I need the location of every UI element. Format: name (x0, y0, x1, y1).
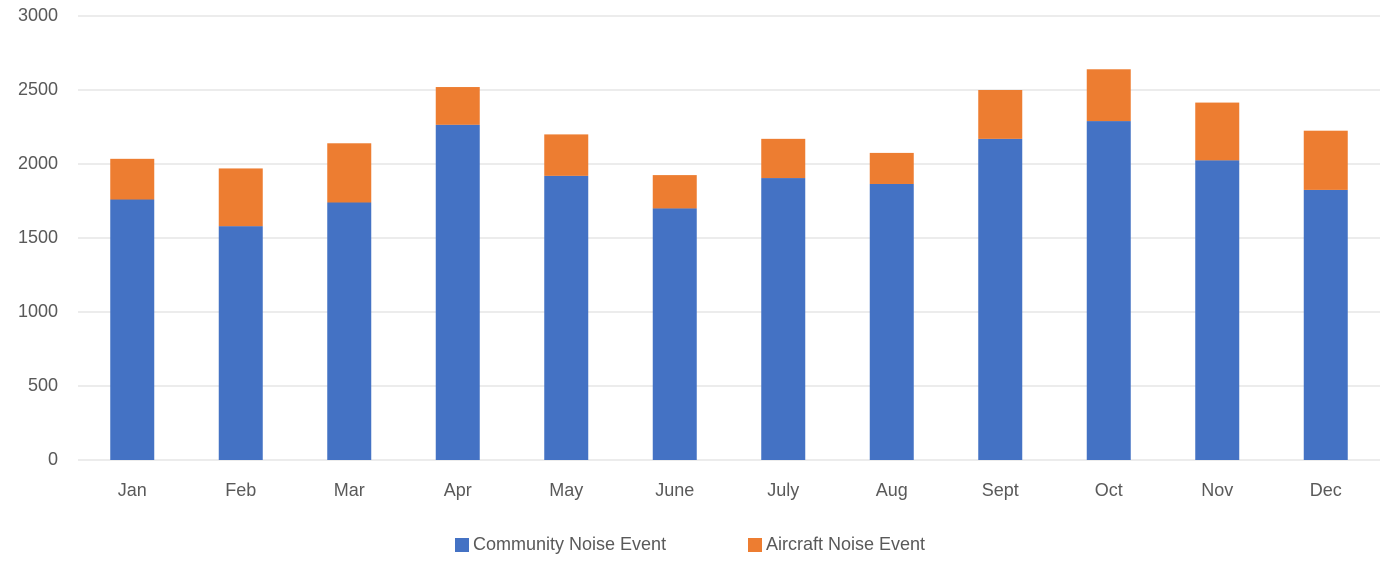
x-tick-label: Oct (1095, 480, 1123, 500)
bar-segment (1195, 160, 1240, 461)
y-tick-label: 0 (48, 449, 58, 469)
x-tick-label: Dec (1310, 480, 1342, 500)
legend-label: Aircraft Noise Event (766, 534, 925, 554)
bar-segment (1303, 189, 1348, 460)
y-tick-label: 3000 (18, 5, 58, 25)
bar-segment (435, 87, 480, 125)
bar-segment (1303, 130, 1348, 190)
bar-segment (978, 138, 1023, 460)
x-tick-label: Mar (334, 480, 365, 500)
x-tick-label: Sept (982, 480, 1019, 500)
bar-segment (652, 208, 697, 460)
bar-segment (218, 226, 263, 460)
x-tick-label: Jan (118, 480, 147, 500)
x-tick-label: Apr (444, 480, 472, 500)
x-tick-label: Aug (876, 480, 908, 500)
bar-segment (761, 138, 806, 179)
x-tick-label: Feb (225, 480, 256, 500)
x-tick-label: May (549, 480, 583, 500)
y-tick-label: 2500 (18, 79, 58, 99)
bar-segment (327, 202, 372, 461)
bar-segment (327, 143, 372, 203)
x-tick-label: June (655, 480, 694, 500)
y-tick-label: 500 (28, 375, 58, 395)
bar-segment (652, 175, 697, 209)
y-tick-label: 1500 (18, 227, 58, 247)
bar-segment (1086, 69, 1131, 122)
bar-segment (110, 158, 155, 200)
bar-segment (761, 178, 806, 460)
bar-segment (110, 199, 155, 460)
bar-segment (1086, 121, 1131, 460)
bar-segment (435, 124, 480, 460)
bar-segment (1195, 102, 1240, 161)
bar-segment (218, 168, 263, 227)
bar-segment (544, 134, 589, 176)
bar-segment (869, 152, 914, 184)
bar-segment (869, 183, 914, 461)
legend-label: Community Noise Event (473, 534, 666, 554)
y-tick-label: 1000 (18, 301, 58, 321)
legend-swatch (455, 538, 469, 552)
x-tick-label: Nov (1201, 480, 1233, 500)
bar-segment (544, 175, 589, 460)
x-tick-label: July (767, 480, 799, 500)
bar-segment (978, 90, 1023, 139)
legend-swatch (748, 538, 762, 552)
y-tick-label: 2000 (18, 153, 58, 173)
